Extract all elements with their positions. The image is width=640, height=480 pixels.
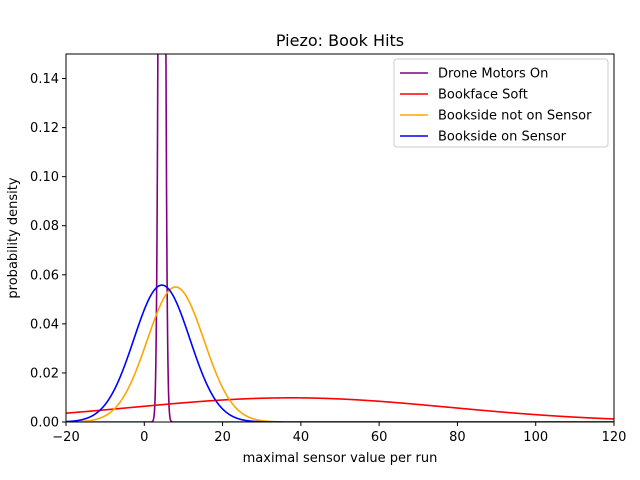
plot-frame (65, 53, 615, 423)
chart-title: Piezo: Book Hits (276, 31, 404, 50)
x-tick-label: 100 (523, 430, 548, 445)
y-tick-label: 0.12 (30, 121, 59, 136)
y-tick-label: 0.10 (30, 170, 59, 185)
y-tick-label: 0.04 (30, 317, 59, 332)
x-tick-label: 80 (449, 430, 466, 445)
y-axis: 0.00 0.02 0.04 0.06 0.08 0.10 0.12 0.14 (30, 72, 66, 431)
y-tick-label: 0.08 (30, 219, 59, 234)
x-axis-label: maximal sensor value per run (243, 451, 438, 466)
y-axis-label: probability density (6, 177, 21, 298)
x-tick-label: 20 (214, 430, 231, 445)
series-layer (66, 54, 614, 422)
legend-label: Bookside not on Sensor (438, 109, 592, 124)
y-tick-label: 0.02 (30, 366, 59, 381)
x-tick-label: 40 (293, 430, 310, 445)
x-tick-label: 120 (602, 430, 627, 445)
series-line-0 (66, 54, 614, 422)
y-tick-label: 0.14 (30, 72, 59, 87)
series-line-1 (66, 397, 614, 420)
x-tick-label: 60 (371, 430, 388, 445)
legend-label: Drone Motors On (438, 67, 548, 82)
series-line-2 (66, 286, 614, 422)
y-tick-label: 0.06 (30, 268, 59, 283)
x-tick-label: −20 (52, 430, 79, 445)
y-tick-label: 0.00 (30, 416, 59, 431)
legend-box (393, 58, 609, 148)
x-axis: −20 0 20 40 60 80 100 120 (52, 422, 626, 445)
legend-label: Bookface Soft (438, 88, 528, 103)
series-line-3 (66, 284, 614, 422)
x-tick-label: 0 (140, 430, 148, 445)
legend: Drone Motors On Bookface Soft Bookside not… (393, 58, 609, 148)
legend-label: Bookside on Sensor (438, 130, 567, 145)
